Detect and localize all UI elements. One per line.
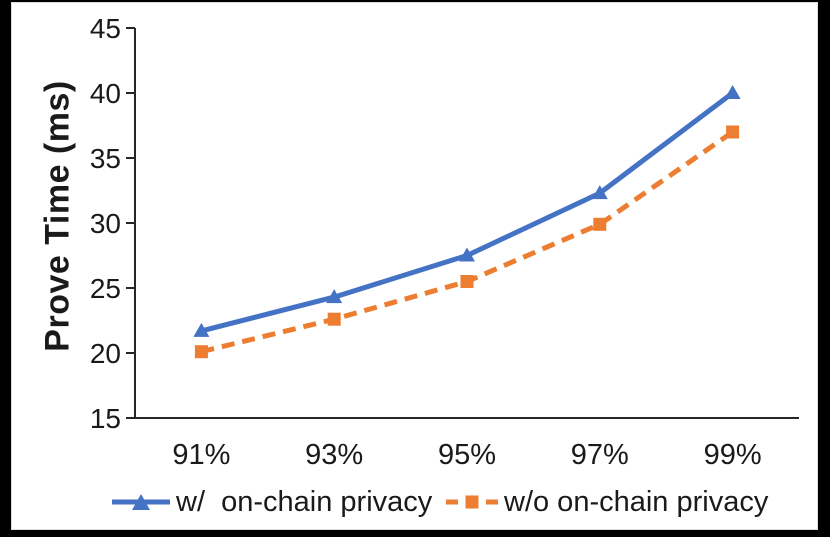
svg-text:30: 30	[90, 208, 121, 239]
svg-text:25: 25	[90, 273, 121, 304]
legend: w/ on-chain privacy w/o on-chain privacy	[0, 484, 830, 520]
svg-text:93%: 93%	[305, 439, 363, 471]
dashed-line-square-marker-icon	[446, 495, 498, 509]
solid-line-triangle-marker-icon	[112, 494, 170, 510]
legend-item-without-on-chain-privacy: w/o on-chain privacy	[446, 484, 768, 520]
svg-text:95%: 95%	[438, 439, 496, 471]
legend-label-without-on-chain-privacy: w/o on-chain privacy	[504, 485, 769, 518]
svg-text:40: 40	[90, 78, 121, 109]
legend-item-with-on-chain-privacy: w/ on-chain privacy	[112, 484, 432, 520]
svg-text:91%: 91%	[172, 439, 230, 471]
svg-text:35: 35	[90, 143, 121, 174]
chart-panel	[11, 2, 818, 530]
y-axis-title: Prove Time (ms)	[38, 80, 77, 352]
svg-text:97%: 97%	[571, 439, 629, 471]
legend-label-with-on-chain-privacy: w/ on-chain privacy	[176, 485, 433, 518]
svg-text:99%: 99%	[704, 439, 762, 471]
svg-text:15: 15	[90, 403, 121, 434]
svg-text:45: 45	[90, 13, 121, 44]
svg-text:20: 20	[90, 338, 121, 369]
